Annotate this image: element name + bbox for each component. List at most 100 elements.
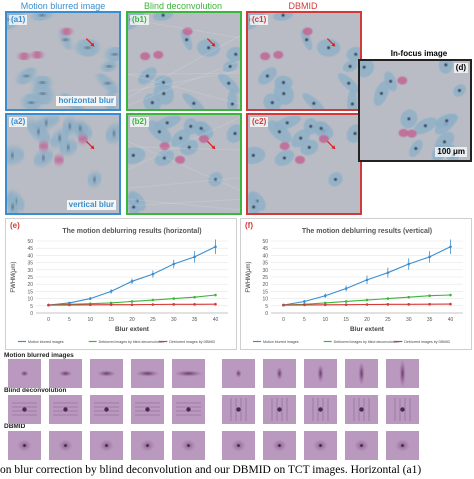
legend-entry: Motion blurred images bbox=[28, 340, 64, 344]
psf-thumbnail bbox=[131, 359, 164, 388]
y-tick-label: 0 bbox=[30, 311, 33, 317]
y-axis-label: FWHM(μm) bbox=[246, 261, 252, 292]
psf-thumbnail bbox=[263, 431, 296, 460]
data-point bbox=[428, 255, 431, 259]
psf-thumbnail bbox=[386, 395, 419, 424]
panel-label-a2: (a2) bbox=[9, 117, 28, 127]
panel-c2: (c2) bbox=[246, 113, 362, 215]
data-point bbox=[130, 280, 134, 283]
x-tick-label: 25 bbox=[150, 317, 156, 323]
figure-caption: on blur correction by blind deconvolutio… bbox=[0, 464, 422, 476]
y-tick-label: 5 bbox=[265, 304, 268, 310]
legend-entry: Deblurred images by blind deconvolution bbox=[99, 340, 164, 344]
x-tick-label: 5 bbox=[68, 317, 71, 323]
psf-thumbnail bbox=[131, 431, 164, 460]
data-point bbox=[68, 303, 71, 307]
chart-horizontal: The motion deblurring results (horizonta… bbox=[11, 228, 228, 344]
data-point bbox=[172, 297, 176, 300]
chart-label-f: (f) bbox=[245, 221, 253, 230]
y-tick-label: 0 bbox=[265, 311, 268, 317]
panel-b1: (b1) bbox=[126, 11, 242, 111]
data-point bbox=[323, 294, 327, 298]
psf-thumbnail bbox=[8, 431, 41, 460]
x-tick-label: 30 bbox=[406, 317, 412, 323]
legend-entry: Deblurred images by blind deconvolution bbox=[334, 340, 399, 344]
psf-thumbnail bbox=[345, 395, 378, 424]
column-title-dbmid: DBMID bbox=[288, 1, 318, 11]
blur-tag-vertical: vertical blur bbox=[66, 200, 116, 210]
data-point bbox=[282, 303, 285, 307]
x-tick-label: 15 bbox=[108, 317, 114, 323]
data-point bbox=[323, 301, 327, 305]
y-tick-label: 20 bbox=[262, 282, 268, 288]
data-point bbox=[214, 293, 217, 297]
psf-thumbnail bbox=[49, 359, 82, 388]
psf-thumbnail bbox=[8, 395, 41, 424]
data-point bbox=[428, 294, 431, 298]
psf-thumbnail bbox=[172, 395, 205, 424]
y-tick-label: 40 bbox=[27, 253, 33, 259]
blur-tag-horizontal: horizontal blur bbox=[56, 96, 116, 106]
psf-thumbnail bbox=[263, 359, 296, 388]
data-point bbox=[130, 300, 134, 303]
x-tick-label: 35 bbox=[192, 317, 198, 323]
chart-title: The motion deblurring results (horizonta… bbox=[62, 228, 201, 235]
y-tick-label: 30 bbox=[27, 268, 33, 274]
data-point bbox=[449, 245, 452, 249]
data-point bbox=[193, 303, 196, 306]
psf-thumbnail bbox=[49, 431, 82, 460]
psf-thumbnail bbox=[304, 431, 337, 460]
psf-thumbnail bbox=[304, 359, 337, 388]
data-point bbox=[109, 303, 113, 306]
y-tick-label: 50 bbox=[262, 239, 268, 245]
y-tick-label: 20 bbox=[27, 282, 33, 288]
data-point bbox=[323, 303, 327, 307]
psf-thumbnail bbox=[131, 395, 164, 424]
data-point bbox=[214, 302, 217, 306]
data-point bbox=[109, 290, 113, 293]
panel-label-c1: (c1) bbox=[250, 15, 269, 25]
psf-thumbnail bbox=[345, 431, 378, 460]
data-point bbox=[407, 295, 411, 299]
x-tick-label: 30 bbox=[171, 317, 177, 323]
panel-c1: (c1) bbox=[246, 11, 362, 111]
y-tick-label: 45 bbox=[262, 246, 268, 252]
panel-label-d: (d) bbox=[453, 63, 468, 73]
data-point bbox=[214, 245, 217, 249]
panel-b2: (b2) bbox=[126, 113, 242, 215]
x-axis-label: Blur extent bbox=[350, 326, 385, 333]
legend-entry: Motion blurred images bbox=[263, 340, 299, 344]
x-axis-label: Blur extent bbox=[115, 326, 150, 333]
data-point bbox=[344, 287, 348, 290]
y-tick-label: 15 bbox=[262, 289, 268, 295]
y-tick-label: 25 bbox=[27, 275, 33, 281]
chart-f-box: The motion deblurring results (vertical)… bbox=[240, 218, 472, 350]
panel-label-c2: (c2) bbox=[250, 117, 269, 127]
data-point bbox=[193, 255, 196, 259]
data-point bbox=[386, 297, 390, 300]
y-tick-label: 5 bbox=[30, 304, 33, 310]
x-tick-label: 20 bbox=[129, 317, 135, 323]
x-tick-label: 10 bbox=[87, 317, 93, 323]
data-point bbox=[407, 303, 411, 306]
panel-label-a1: (a1) bbox=[9, 15, 28, 25]
data-point bbox=[344, 300, 348, 303]
column-title-motion: Motion blurred image bbox=[20, 1, 106, 11]
x-tick-label: 10 bbox=[322, 317, 328, 323]
y-tick-label: 10 bbox=[27, 297, 33, 303]
data-point bbox=[428, 302, 431, 306]
legend-entry: Deblurred images by DBMID bbox=[169, 340, 215, 344]
psf-thumbnail bbox=[304, 395, 337, 424]
data-point bbox=[449, 293, 452, 297]
x-tick-label: 35 bbox=[427, 317, 433, 323]
data-point bbox=[407, 262, 411, 266]
x-tick-label: 40 bbox=[448, 317, 454, 323]
data-point bbox=[47, 303, 50, 307]
data-point bbox=[88, 303, 92, 307]
psf-thumbnail bbox=[386, 431, 419, 460]
x-tick-label: 0 bbox=[47, 317, 50, 323]
data-point bbox=[172, 262, 176, 266]
panel-a2: (a2) vertical blur bbox=[5, 113, 121, 215]
data-point bbox=[303, 303, 306, 307]
psf-thumbnail bbox=[90, 359, 123, 388]
